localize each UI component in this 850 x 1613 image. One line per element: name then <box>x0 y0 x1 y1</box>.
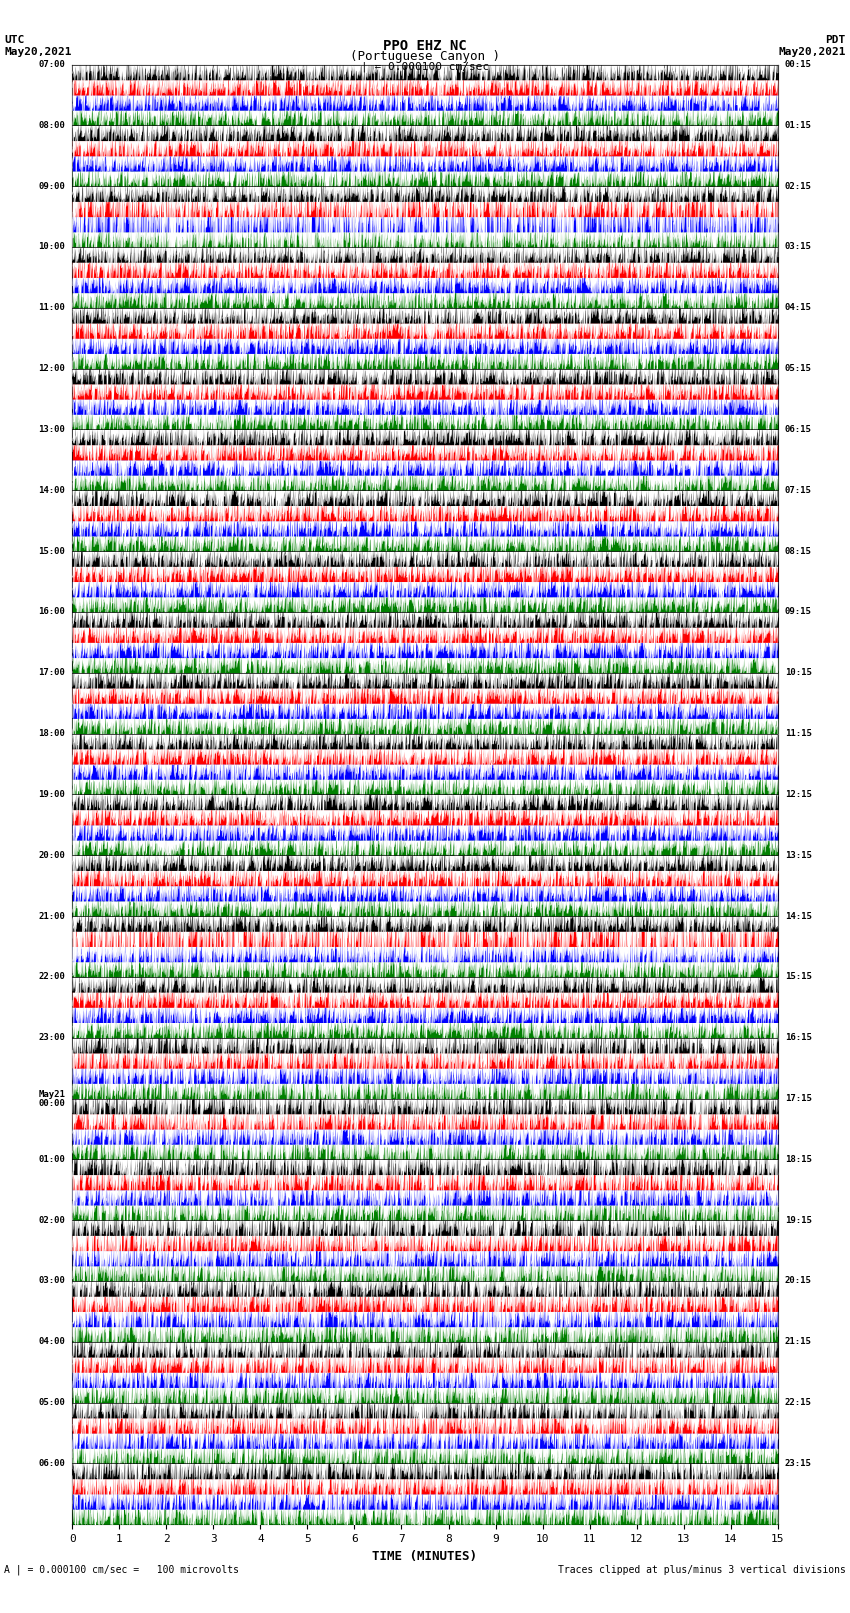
Text: 20:15: 20:15 <box>785 1276 812 1286</box>
Text: 18:15: 18:15 <box>785 1155 812 1165</box>
Text: 19:15: 19:15 <box>785 1216 812 1224</box>
Text: 14:15: 14:15 <box>785 911 812 921</box>
Text: 16:00: 16:00 <box>38 608 65 616</box>
Text: 10:15: 10:15 <box>785 668 812 677</box>
Text: | = 0.000100 cm/sec: | = 0.000100 cm/sec <box>361 61 489 73</box>
Text: A | = 0.000100 cm/sec =   100 microvolts: A | = 0.000100 cm/sec = 100 microvolts <box>4 1565 239 1576</box>
Text: (Portuguese Canyon ): (Portuguese Canyon ) <box>350 50 500 63</box>
Text: 21:15: 21:15 <box>785 1337 812 1347</box>
Text: 10:00: 10:00 <box>38 242 65 252</box>
Text: 07:15: 07:15 <box>785 486 812 495</box>
Text: 20:00: 20:00 <box>38 850 65 860</box>
Text: 08:15: 08:15 <box>785 547 812 555</box>
Text: 00:00: 00:00 <box>38 1098 65 1108</box>
Text: 22:00: 22:00 <box>38 973 65 981</box>
Text: UTC: UTC <box>4 35 25 45</box>
Text: 23:00: 23:00 <box>38 1034 65 1042</box>
Text: 03:15: 03:15 <box>785 242 812 252</box>
Text: 22:15: 22:15 <box>785 1398 812 1407</box>
Text: 01:00: 01:00 <box>38 1155 65 1165</box>
Text: 01:15: 01:15 <box>785 121 812 129</box>
Text: 00:15: 00:15 <box>785 60 812 69</box>
Text: 16:15: 16:15 <box>785 1034 812 1042</box>
Text: 07:00: 07:00 <box>38 60 65 69</box>
Text: May20,2021: May20,2021 <box>779 47 846 56</box>
Text: 21:00: 21:00 <box>38 911 65 921</box>
Text: 02:00: 02:00 <box>38 1216 65 1224</box>
Text: 11:00: 11:00 <box>38 303 65 313</box>
Text: Traces clipped at plus/minus 3 vertical divisions: Traces clipped at plus/minus 3 vertical … <box>558 1565 846 1574</box>
Text: 14:00: 14:00 <box>38 486 65 495</box>
Text: 03:00: 03:00 <box>38 1276 65 1286</box>
Text: 02:15: 02:15 <box>785 182 812 190</box>
Text: 06:15: 06:15 <box>785 424 812 434</box>
Text: 05:00: 05:00 <box>38 1398 65 1407</box>
Text: 15:00: 15:00 <box>38 547 65 555</box>
Text: 09:15: 09:15 <box>785 608 812 616</box>
Text: 09:00: 09:00 <box>38 182 65 190</box>
Text: 12:00: 12:00 <box>38 365 65 373</box>
Text: May21: May21 <box>38 1089 65 1098</box>
Text: 13:15: 13:15 <box>785 850 812 860</box>
Text: PPO EHZ NC: PPO EHZ NC <box>383 39 467 53</box>
X-axis label: TIME (MINUTES): TIME (MINUTES) <box>372 1550 478 1563</box>
Text: 06:00: 06:00 <box>38 1460 65 1468</box>
Text: PDT: PDT <box>825 35 846 45</box>
Text: 04:15: 04:15 <box>785 303 812 313</box>
Text: 17:15: 17:15 <box>785 1094 812 1103</box>
Text: 05:15: 05:15 <box>785 365 812 373</box>
Text: 19:00: 19:00 <box>38 790 65 798</box>
Text: 13:00: 13:00 <box>38 424 65 434</box>
Text: 12:15: 12:15 <box>785 790 812 798</box>
Text: 08:00: 08:00 <box>38 121 65 129</box>
Text: May20,2021: May20,2021 <box>4 47 71 56</box>
Text: 17:00: 17:00 <box>38 668 65 677</box>
Text: 11:15: 11:15 <box>785 729 812 739</box>
Text: 18:00: 18:00 <box>38 729 65 739</box>
Text: 15:15: 15:15 <box>785 973 812 981</box>
Text: 04:00: 04:00 <box>38 1337 65 1347</box>
Text: 23:15: 23:15 <box>785 1460 812 1468</box>
